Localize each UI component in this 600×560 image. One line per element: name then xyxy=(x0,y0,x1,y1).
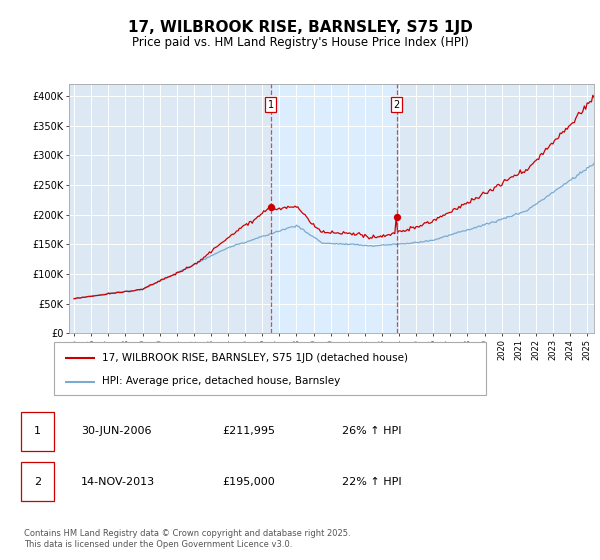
Point xyxy=(392,213,401,222)
Text: £211,995: £211,995 xyxy=(222,426,275,436)
Point xyxy=(266,203,275,212)
Text: £195,000: £195,000 xyxy=(222,477,275,487)
Text: Price paid vs. HM Land Registry's House Price Index (HPI): Price paid vs. HM Land Registry's House … xyxy=(131,36,469,49)
Text: 14-NOV-2013: 14-NOV-2013 xyxy=(81,477,155,487)
Text: 26% ↑ HPI: 26% ↑ HPI xyxy=(342,426,401,436)
Text: 17, WILBROOK RISE, BARNSLEY, S75 1JD: 17, WILBROOK RISE, BARNSLEY, S75 1JD xyxy=(128,20,472,35)
Text: Contains HM Land Registry data © Crown copyright and database right 2025.
This d: Contains HM Land Registry data © Crown c… xyxy=(24,529,350,549)
Text: 2: 2 xyxy=(34,477,41,487)
Text: 17, WILBROOK RISE, BARNSLEY, S75 1JD (detached house): 17, WILBROOK RISE, BARNSLEY, S75 1JD (de… xyxy=(101,353,407,362)
Bar xyxy=(271,84,397,333)
Text: 22% ↑ HPI: 22% ↑ HPI xyxy=(342,477,401,487)
Text: 1: 1 xyxy=(268,100,274,110)
FancyBboxPatch shape xyxy=(54,342,486,395)
Text: HPI: Average price, detached house, Barnsley: HPI: Average price, detached house, Barn… xyxy=(101,376,340,386)
Text: 1: 1 xyxy=(34,426,41,436)
Text: 30-JUN-2006: 30-JUN-2006 xyxy=(81,426,151,436)
Text: 2: 2 xyxy=(394,100,400,110)
